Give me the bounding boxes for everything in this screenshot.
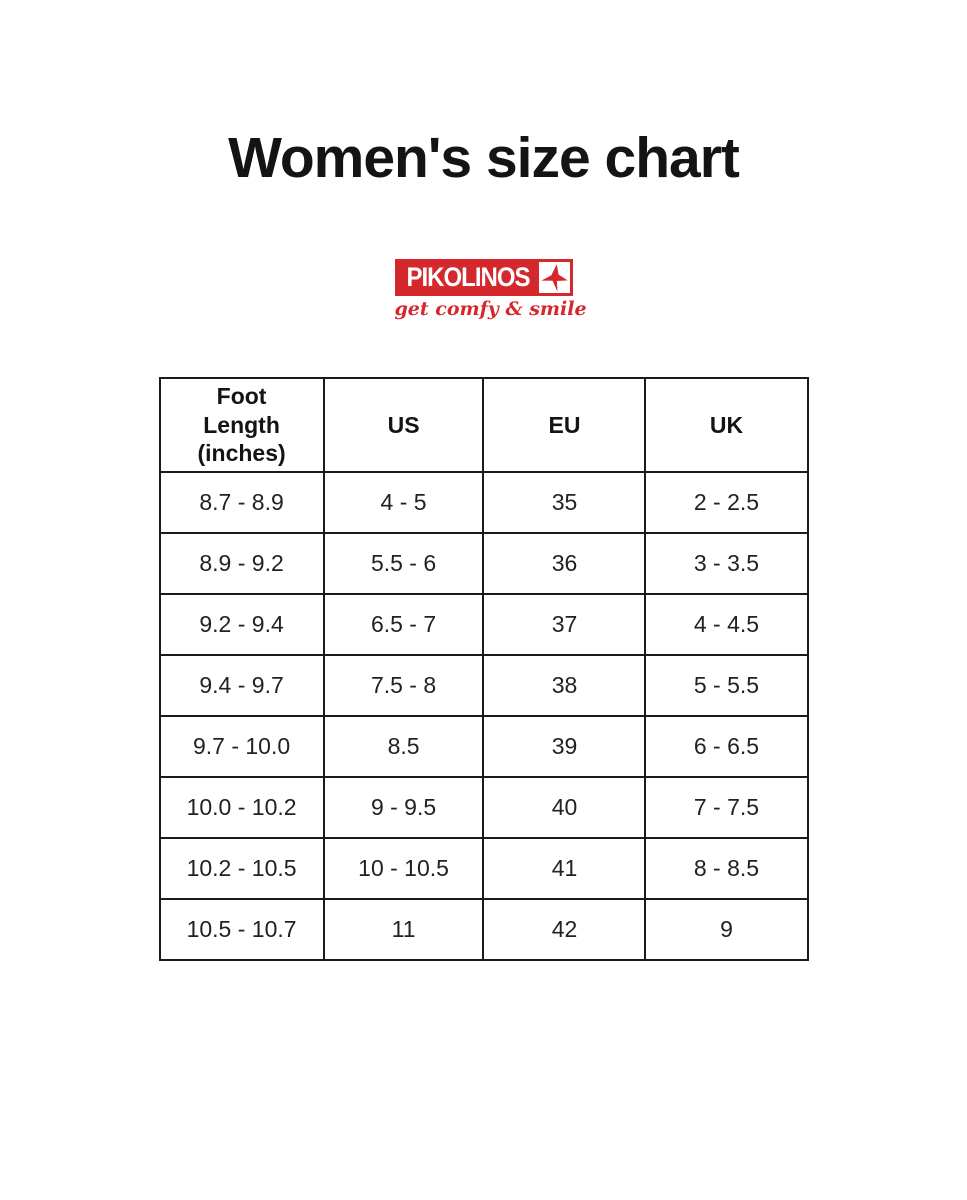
column-header: Foot Length (inches) xyxy=(158,377,325,473)
table-cell: 10.0 - 10.2 xyxy=(158,776,325,839)
table-row: 9.7 - 10.0 8.5 39 6 - 6.5 xyxy=(158,715,809,778)
table-cell: 10.5 - 10.7 xyxy=(158,898,325,961)
table-cell: 9 - 9.5 xyxy=(322,776,485,839)
logo-tagline: get comfy & smile xyxy=(394,298,587,320)
table-cell: 9.4 - 9.7 xyxy=(158,654,325,717)
table-cell: 9 xyxy=(644,898,809,961)
table-cell: 10.2 - 10.5 xyxy=(158,837,325,900)
table-row: 9.4 - 9.7 7.5 - 8 38 5 - 5.5 xyxy=(158,654,809,717)
table-row: 10.2 - 10.5 10 - 10.5 41 8 - 8.5 xyxy=(158,837,809,900)
table-cell: 8.7 - 8.9 xyxy=(158,471,325,534)
column-header: US xyxy=(322,377,485,473)
table-cell: 7 - 7.5 xyxy=(644,776,809,839)
table-cell: 11 xyxy=(322,898,485,961)
table-cell: 9.2 - 9.4 xyxy=(158,593,325,656)
table-cell: 8.9 - 9.2 xyxy=(158,532,325,595)
table-cell: 6.5 - 7 xyxy=(322,593,485,656)
table-row: 8.7 - 8.9 4 - 5 35 2 - 2.5 xyxy=(158,471,809,534)
table-row: 9.2 - 9.4 6.5 - 7 37 4 - 4.5 xyxy=(158,593,809,656)
table-cell: 7.5 - 8 xyxy=(322,654,485,717)
table-cell: 10 - 10.5 xyxy=(322,837,485,900)
table-cell: 5.5 - 6 xyxy=(322,532,485,595)
table-cell: 42 xyxy=(482,898,647,961)
size-chart-table: Foot Length (inches) US EU UK 8.7 - 8.9 4 - … xyxy=(158,377,809,961)
table-cell: 8.5 xyxy=(322,715,485,778)
logo-brand-text: PIKOLINOS xyxy=(406,261,530,293)
table-cell: 36 xyxy=(482,532,647,595)
table-cell: 40 xyxy=(482,776,647,839)
logo-bird-square xyxy=(538,262,570,293)
table-row: 8.9 - 9.2 5.5 - 6 36 3 - 3.5 xyxy=(158,532,809,595)
table-cell: 3 - 3.5 xyxy=(644,532,809,595)
table-cell: 39 xyxy=(482,715,647,778)
table-row: 10.0 - 10.2 9 - 9.5 40 7 - 7.5 xyxy=(158,776,809,839)
table-cell: 4 - 4.5 xyxy=(644,593,809,656)
size-table-head: Foot Length (inches) US EU UK xyxy=(158,377,809,473)
table-cell: 38 xyxy=(482,654,647,717)
table-cell: 37 xyxy=(482,593,647,656)
logo-rect: PIKOLINOS xyxy=(394,259,573,296)
size-table-header-row: Foot Length (inches) US EU UK xyxy=(158,377,809,473)
table-cell: 4 - 5 xyxy=(322,471,485,534)
table-cell: 41 xyxy=(482,837,647,900)
table-cell: 9.7 - 10.0 xyxy=(158,715,325,778)
hummingbird-icon xyxy=(540,264,568,291)
table-cell: 35 xyxy=(482,471,647,534)
table-row: 10.5 - 10.7 11 42 9 xyxy=(158,898,809,961)
column-header: EU xyxy=(482,377,647,473)
pikolinos-logo: PIKOLINOS get comfy & smile xyxy=(394,259,587,320)
table-cell: 2 - 2.5 xyxy=(644,471,809,534)
page-title: Women's size chart xyxy=(228,126,740,190)
column-header: UK xyxy=(644,377,809,473)
table-cell: 8 - 8.5 xyxy=(644,837,809,900)
table-cell: 5 - 5.5 xyxy=(644,654,809,717)
table-cell: 6 - 6.5 xyxy=(644,715,809,778)
